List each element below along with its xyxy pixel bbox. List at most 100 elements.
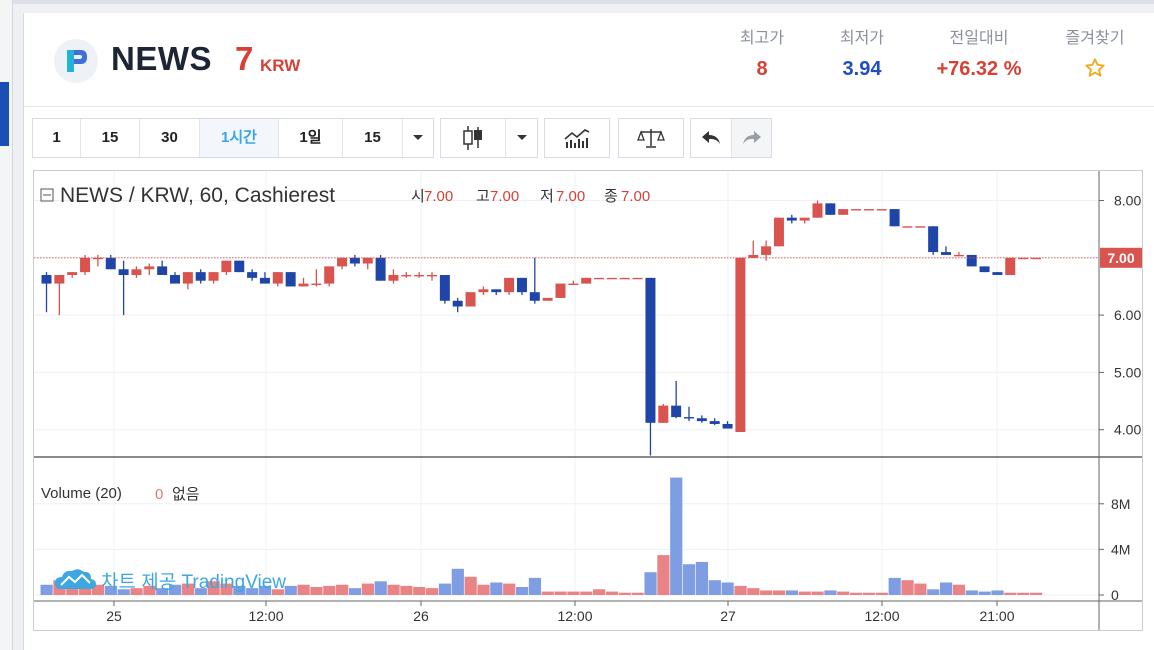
candlestick-icon <box>463 126 482 150</box>
last-price-tag-text: 7.00 <box>1107 250 1134 266</box>
interval-1d[interactable]: 1일 <box>279 119 343 157</box>
interval-1h[interactable]: 1시간 <box>200 119 279 157</box>
volume-bar <box>490 582 503 595</box>
volume-bar <box>130 588 143 595</box>
candle-body <box>427 274 437 277</box>
candle-body <box>221 260 232 273</box>
volume-bar <box>862 592 876 595</box>
candle-body <box>863 209 874 211</box>
candle-body <box>671 405 682 418</box>
candle-body <box>748 254 759 258</box>
candle-body <box>658 405 669 423</box>
volume-bars <box>40 477 1043 595</box>
interval-dropdown[interactable] <box>403 119 433 157</box>
interval-1m[interactable]: 1 <box>33 119 81 157</box>
volume-bar <box>387 584 400 595</box>
volume-bar <box>323 585 336 595</box>
chart-type-button[interactable] <box>441 119 506 157</box>
interval-30m[interactable]: 30 <box>140 119 200 157</box>
volume-bar <box>991 590 1004 595</box>
stat-favorite-label: 즐겨찾기 <box>1065 30 1125 47</box>
volume-axis-labels: 8M 4M 0 <box>1099 496 1130 603</box>
trading-panel: NEWS 7 KRW 최고가 8 최저가 3.94 전일대비 +76.32 % … <box>23 13 1154 650</box>
coin-symbol: NEWS <box>111 40 212 77</box>
ohlc-close-label: 종 <box>604 188 618 205</box>
candle-body <box>799 217 810 221</box>
candle-body <box>928 226 939 253</box>
volume-bar <box>515 587 529 595</box>
volume-bar <box>233 585 246 595</box>
volume-bar <box>772 590 786 595</box>
candle-body <box>889 209 900 227</box>
candle-body <box>311 283 322 285</box>
volume-bar <box>117 589 130 595</box>
candle-body <box>594 277 605 280</box>
volume-bar <box>413 587 426 595</box>
candle-body <box>684 417 694 419</box>
price-tick-label: 5.00 <box>1114 364 1141 380</box>
redo-button[interactable] <box>732 119 771 157</box>
candle-body <box>876 209 887 211</box>
candle-body <box>272 272 283 284</box>
stat-favorite: 즐겨찾기 <box>1045 24 1145 48</box>
compare-icon <box>637 129 665 148</box>
candle-body <box>645 277 656 423</box>
candle-body <box>234 260 245 273</box>
candle-body <box>555 283 566 298</box>
interval-15m[interactable]: 15 <box>81 119 140 157</box>
volume-bar <box>631 592 644 595</box>
candle-body <box>709 421 720 424</box>
volume-legend-title: Volume (20) <box>41 485 122 502</box>
chart-container[interactable]: 8.00 6.00 5.00 4.00 8M 4M 0 25 12:00 26 12:00 27 1… <box>33 170 1143 631</box>
ohlc-low-value: 7.00 <box>556 188 585 205</box>
volume-bar <box>605 591 619 595</box>
volume-bar <box>567 591 580 595</box>
indicators-button[interactable] <box>544 118 610 158</box>
price-axis-labels: 8.00 6.00 5.00 4.00 <box>1099 193 1141 438</box>
volume-bar <box>644 572 657 595</box>
candle-body <box>349 257 360 264</box>
chart-type-dropdown[interactable] <box>506 119 537 157</box>
volume-bar <box>670 477 683 595</box>
chevron-down-icon <box>413 135 423 140</box>
volume-bar <box>79 587 92 595</box>
candle-body <box>324 266 335 284</box>
candle-body <box>298 283 309 287</box>
ticker-header: NEWS 7 KRW 최고가 8 최저가 3.94 전일대비 +76.32 % … <box>24 13 1154 107</box>
ohlc-low-label: 저 <box>540 188 554 205</box>
volume-bar <box>683 564 696 595</box>
volume-bar <box>554 591 567 595</box>
tradingview-watermark[interactable]: 차트 제공 TradingView <box>55 569 286 593</box>
volume-bar <box>798 591 811 595</box>
candle-body <box>67 272 78 275</box>
compare-button[interactable] <box>618 118 684 158</box>
candle-body <box>54 274 65 284</box>
time-tick-label: 25 <box>106 608 122 624</box>
last-price-tag <box>1100 247 1142 268</box>
cloud-icon <box>55 569 96 589</box>
volume-bar <box>361 583 374 595</box>
volume-bar <box>220 583 233 595</box>
candle-body <box>581 277 592 284</box>
volume-bar <box>695 561 709 595</box>
star-outline-icon[interactable] <box>1084 57 1106 84</box>
candle-body <box>285 272 296 287</box>
candle-body <box>632 277 643 280</box>
candle-body <box>529 292 540 301</box>
sidebar-active-indicator <box>0 82 9 146</box>
volume-bar <box>593 589 606 595</box>
stat-change-value: +76.32 % <box>936 58 1022 80</box>
candle-body <box>170 274 180 284</box>
time-tick-label: 12:00 <box>864 608 899 624</box>
volume-bar <box>271 589 284 595</box>
candle-body <box>606 277 617 280</box>
volume-bar <box>734 585 747 595</box>
candle-body <box>439 274 450 301</box>
undo-button[interactable] <box>691 119 732 157</box>
volume-bar <box>66 588 79 595</box>
candle-body <box>773 217 784 247</box>
interval-custom[interactable]: 15 <box>343 119 403 157</box>
volume-bar <box>618 592 631 595</box>
price-chart[interactable]: 8.00 6.00 5.00 4.00 8M 4M 0 25 12:00 26 12:00 27 1… <box>34 171 1142 630</box>
volume-tick-label: 0 <box>1111 587 1119 603</box>
